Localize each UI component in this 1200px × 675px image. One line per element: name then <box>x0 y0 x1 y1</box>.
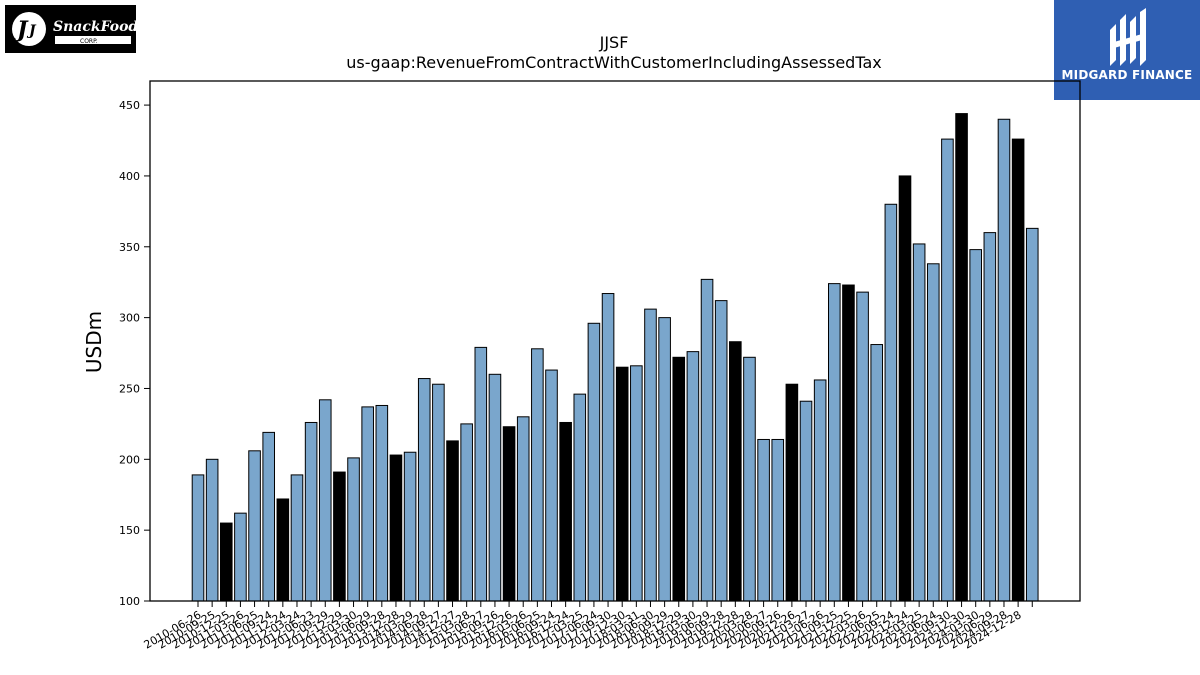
bar-2017-06-24 <box>587 322 601 602</box>
bar-2015-06-27 <box>474 346 488 602</box>
bar-2014-09-27 <box>432 383 445 602</box>
bar-2023-09-30 <box>941 138 954 602</box>
bar-2020-09-26 <box>771 438 785 602</box>
bar-series <box>191 113 1039 602</box>
bar-2024-06-29 <box>983 232 997 602</box>
bar-2011-09-24 <box>262 431 275 602</box>
bar-2012-06-23 <box>304 421 318 602</box>
bar-2018-03-31 <box>630 365 643 602</box>
bar-2021-09-25 <box>828 283 841 602</box>
y-tick-label: 200 <box>119 453 140 466</box>
bar-2016-03-26 <box>516 416 530 602</box>
y-axis-label: USDm <box>82 311 106 373</box>
bar-2019-12-28 <box>729 341 742 602</box>
bar-2018-12-29 <box>672 356 686 602</box>
bar-2017-09-30 <box>601 293 615 602</box>
bar-2015-12-26 <box>502 426 516 602</box>
bar-2024-03-30 <box>969 249 983 602</box>
bar-2015-03-28 <box>460 423 473 602</box>
y-tick-label: 150 <box>119 524 140 537</box>
bar-2016-06-25 <box>531 348 544 602</box>
bar-2018-06-30 <box>644 308 657 602</box>
bar-59 <box>1025 227 1039 602</box>
bar-2014-03-29 <box>403 451 417 602</box>
x-axis: 2010-06-262010-09-252010-12-252011-03-26… <box>142 601 1033 652</box>
svg-text:CORP.: CORP. <box>80 38 98 45</box>
company-logo: J J SnackFoods CORP. <box>5 5 146 53</box>
svg-text:SnackFoods: SnackFoods <box>53 19 136 35</box>
bar-2012-09-29 <box>318 399 332 602</box>
chart-title: JJSF <box>599 33 629 52</box>
chart-subtitle: us-gaap:RevenueFromContractWithCustomerI… <box>346 53 881 72</box>
bar-2020-06-27 <box>757 438 770 602</box>
bar-2022-03-26 <box>856 291 869 602</box>
bar-2017-12-30 <box>615 366 629 602</box>
bar-2012-12-29 <box>333 471 346 602</box>
bar-2011-06-25 <box>248 450 261 602</box>
bar-2013-03-30 <box>347 457 360 602</box>
y-tick-label: 250 <box>119 382 140 395</box>
bar-2020-03-28 <box>743 356 756 602</box>
bar-2014-12-27 <box>446 440 459 602</box>
midgard-finance-wordmark: MIDGARD FINANCE <box>1061 68 1193 82</box>
bar-2024-09-28 <box>997 118 1011 602</box>
bar-2016-09-24 <box>545 369 558 602</box>
bar-2018-09-29 <box>658 317 671 602</box>
y-tick-label: 300 <box>119 312 140 325</box>
bar-2010-09-25 <box>205 458 219 602</box>
midgard-finance-mark <box>1110 8 1146 66</box>
y-tick-label: 350 <box>119 241 140 254</box>
bar-2013-06-29 <box>361 406 374 602</box>
bar-2022-06-25 <box>870 344 884 602</box>
bar-2021-12-25 <box>842 284 855 602</box>
bar-2010-06-26 <box>191 474 205 602</box>
bar-2019-03-30 <box>686 351 700 602</box>
bar-2023-06-24 <box>926 263 940 602</box>
bar-2012-03-24 <box>290 474 304 602</box>
y-tick-label: 100 <box>119 595 140 608</box>
bar-2021-06-26 <box>813 379 827 602</box>
y-tick-label: 400 <box>119 170 140 183</box>
bar-2022-12-24 <box>898 175 912 602</box>
bar-2011-03-26 <box>234 512 247 602</box>
bar-2024-12-28 <box>1011 138 1025 602</box>
svg-text:J: J <box>13 17 29 43</box>
company-logo-graphic: J J SnackFoods CORP. <box>12 12 146 46</box>
bar-2021-03-27 <box>799 400 813 602</box>
bar-2023-12-30 <box>955 113 968 602</box>
bar-2011-12-24 <box>276 498 290 602</box>
svg-text:J: J <box>26 23 37 39</box>
bar-2013-12-28 <box>389 454 403 602</box>
bar-2014-06-28 <box>417 378 431 602</box>
bar-2013-09-28 <box>375 404 389 602</box>
bar-2019-09-28 <box>714 300 728 602</box>
bar-2017-03-25 <box>573 393 587 602</box>
bar-2019-06-29 <box>700 278 714 602</box>
bar-2023-03-25 <box>912 243 926 602</box>
bar-2015-09-26 <box>488 373 502 602</box>
y-axis: 100 150 200 250 300 350 400 450 <box>119 99 150 608</box>
bar-2016-12-24 <box>559 421 572 602</box>
midgard-finance-logo: MIDGARD FINANCE <box>1054 0 1200 100</box>
y-tick-label: 450 <box>119 99 140 112</box>
bar-2010-12-25 <box>219 522 233 602</box>
bar-2020-12-26 <box>785 383 799 602</box>
bar-2022-09-24 <box>884 203 898 602</box>
plot-frame <box>149 80 1081 602</box>
